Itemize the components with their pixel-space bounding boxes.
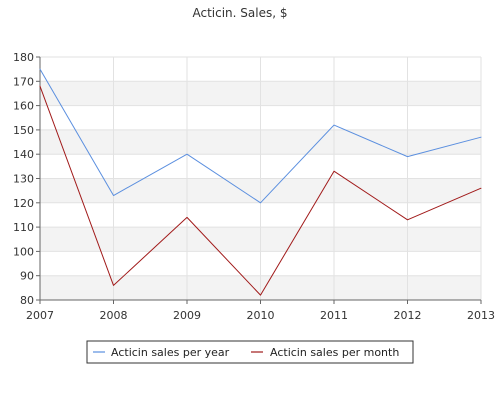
y-tick-label: 80 <box>20 294 34 307</box>
x-tick-label: 2009 <box>173 309 201 322</box>
y-tick-label: 130 <box>13 173 34 186</box>
y-tick-label: 180 <box>13 51 34 64</box>
tick-labels: 80 90 100 110 120 130 140 150 160 170 180 2007 2008 2… <box>13 51 495 322</box>
legend-label-sales-per-month: Acticin sales per month <box>270 346 399 359</box>
legend-label-sales-per-year: Acticin sales per year <box>111 346 230 359</box>
x-tick-label: 2008 <box>100 309 128 322</box>
y-tick-label: 110 <box>13 221 34 234</box>
series-line-sales-per-year <box>39 68 482 204</box>
legend: Acticin sales per year Acticin sales per… <box>86 340 414 364</box>
x-tick-label: 2012 <box>394 309 422 322</box>
x-tick-label: 2013 <box>467 309 495 322</box>
y-tick-label: 90 <box>20 270 34 283</box>
series-line-sales-per-month <box>39 85 482 296</box>
x-tick-label: 2010 <box>247 309 275 322</box>
y-tick-label: 170 <box>13 75 34 88</box>
legend-box <box>86 340 414 364</box>
chart-title: Acticin. Sales, $ <box>192 6 287 20</box>
y-tick-label: 120 <box>13 197 34 210</box>
y-tick-label: 100 <box>13 245 34 258</box>
y-tick-label: 160 <box>13 100 34 113</box>
x-tick-label: 2011 <box>320 309 348 322</box>
axes <box>36 56 482 304</box>
y-tick-label: 140 <box>13 148 34 161</box>
y-tick-label: 150 <box>13 124 34 137</box>
series-layer <box>39 68 482 296</box>
x-tick-label: 2007 <box>26 309 54 322</box>
